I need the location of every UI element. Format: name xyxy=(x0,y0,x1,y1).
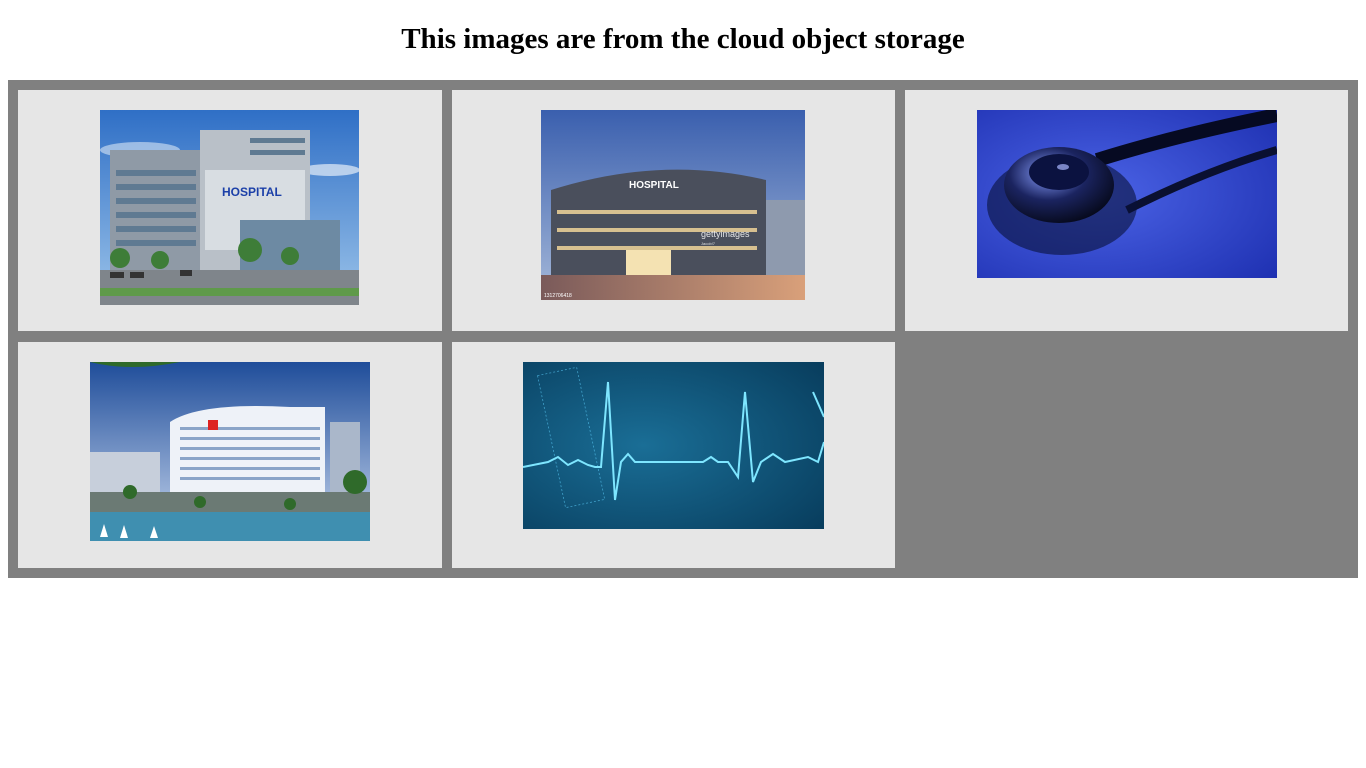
hospital-sign-2: HOSPITAL xyxy=(629,180,679,191)
gallery-cell: HOSPITAL gettyimages Jacob!7 1312706418 xyxy=(452,90,895,331)
hospital-complex-image[interactable] xyxy=(90,362,370,541)
hospital-image-1[interactable]: HOSPITAL xyxy=(100,110,359,305)
gallery-cell: HOSPITAL xyxy=(18,90,442,331)
watermark-subtext: Jacob!7 xyxy=(701,241,716,246)
image-gallery: HOSPITAL xyxy=(8,80,1358,578)
page-title: This images are from the cloud object st… xyxy=(401,23,965,55)
gallery-cell xyxy=(905,90,1348,331)
ecg-image[interactable] xyxy=(523,362,824,529)
watermark-text: gettyimages xyxy=(701,229,750,239)
hospital-sign-1: HOSPITAL xyxy=(222,185,282,199)
image-id-text: 1312706418 xyxy=(544,293,572,299)
gallery-cell xyxy=(452,342,895,568)
hospital-image-2[interactable]: HOSPITAL gettyimages Jacob!7 1312706418 xyxy=(541,110,805,300)
gallery-cell xyxy=(18,342,442,568)
stethoscope-image[interactable] xyxy=(977,110,1277,278)
